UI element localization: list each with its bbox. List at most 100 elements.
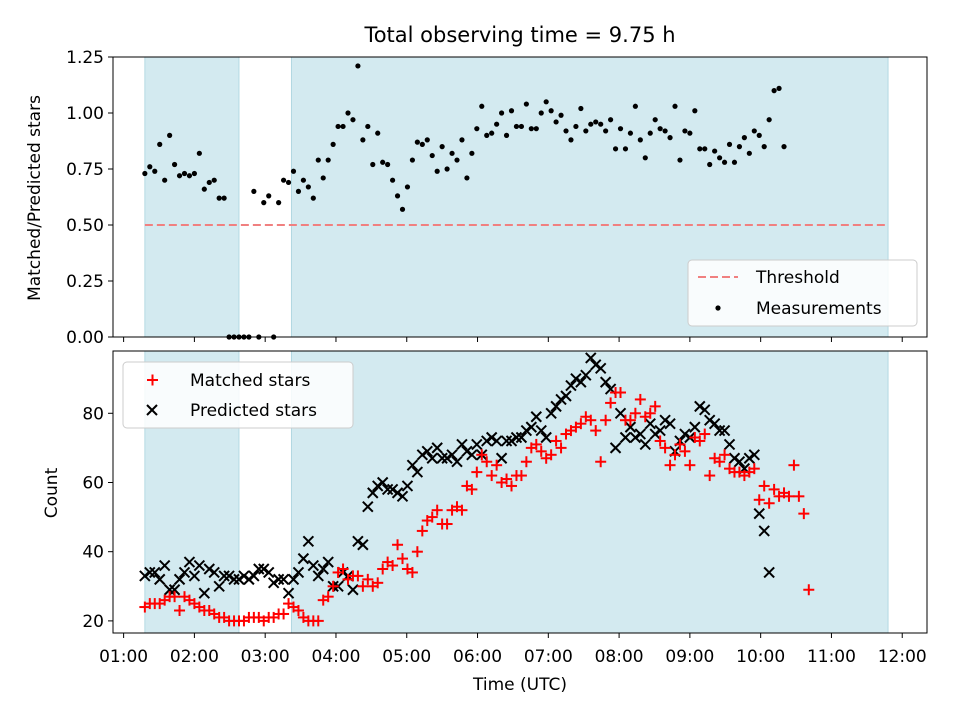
predicted-star-point — [163, 584, 176, 596]
matched-star-point — [327, 580, 339, 592]
ratio-y-tick-label: 1.00 — [66, 104, 104, 124]
measurement-point — [612, 146, 619, 152]
matched-star-point — [803, 584, 815, 596]
predicted-star-point — [188, 570, 201, 582]
measurement-point — [459, 137, 465, 143]
measurement-point — [404, 184, 411, 190]
measurement-point — [142, 170, 148, 177]
measurement-point — [632, 103, 638, 109]
matched-star-point — [337, 563, 349, 575]
predicted-star-point — [372, 480, 384, 492]
measurement-point — [603, 128, 609, 134]
time-x-tick-label: 05:00 — [382, 647, 431, 667]
matched-star-point — [357, 580, 369, 592]
predicted-star-point — [183, 556, 196, 568]
matched-star-point — [174, 605, 186, 617]
measurement-point — [167, 132, 173, 138]
matched-star-point — [501, 473, 513, 485]
matched-star-point — [278, 608, 290, 620]
measurement-point — [528, 126, 534, 132]
matched-star-point — [292, 605, 304, 617]
measurement-point — [608, 117, 614, 123]
legend-predicted-label: Predicted stars — [190, 401, 317, 421]
predicted-star-point — [629, 431, 642, 444]
matched-star-point — [431, 504, 443, 516]
predicted-star-point — [411, 466, 424, 478]
predicted-star-point — [436, 452, 448, 464]
measurement-point — [761, 144, 767, 150]
matched-star-point — [397, 553, 409, 565]
time-x-tick-label: 04:00 — [311, 647, 360, 667]
matched-star-point — [590, 425, 602, 437]
matched-star-point — [520, 456, 532, 468]
matched-star-point — [486, 470, 498, 482]
predicted-star-point — [272, 573, 285, 586]
predicted-star-point — [139, 570, 151, 582]
predicted-star-point — [570, 372, 582, 385]
predicted-star-point — [282, 587, 295, 599]
predicted-star-point — [481, 435, 493, 447]
measurement-point — [489, 130, 495, 136]
predicted-star-point — [555, 393, 567, 406]
measurement-point — [320, 175, 326, 181]
predicted-star-point — [317, 563, 329, 575]
matched-star-point — [426, 511, 438, 523]
matched-star-point — [605, 397, 617, 409]
matched-star-point — [466, 483, 478, 495]
ratio-y-tick-label: 0.75 — [66, 160, 104, 180]
time-x-tick-label: 03:00 — [241, 647, 290, 667]
predicted-stars-points — [139, 352, 775, 599]
measurement-point — [434, 168, 440, 174]
predicted-star-point — [466, 449, 478, 461]
predicted-star-point — [515, 431, 528, 444]
matched-star-point — [456, 504, 468, 516]
matched-star-point — [595, 456, 607, 468]
measurement-point — [523, 101, 529, 107]
count-y-axis-label: Count — [42, 467, 62, 518]
measurement-point — [444, 166, 450, 172]
predicted-star-point — [277, 573, 290, 586]
measurement-point — [191, 170, 197, 177]
predicted-star-point — [421, 445, 433, 458]
measurement-point — [414, 139, 420, 145]
measurement-point — [766, 117, 772, 123]
measurement-point — [419, 141, 425, 147]
measurement-point — [385, 161, 391, 168]
matched-star-point — [793, 490, 805, 502]
measurement-point — [503, 132, 510, 138]
predicted-star-point — [208, 566, 220, 579]
measurement-point — [598, 121, 604, 127]
measurement-point — [563, 128, 569, 134]
legend-measurement-swatch — [715, 305, 721, 311]
predicted-star-point — [431, 442, 443, 454]
legend-matched-label: Matched stars — [190, 371, 310, 391]
predicted-star-point — [302, 535, 315, 548]
measurement-point — [449, 150, 455, 156]
measurement-point — [290, 168, 297, 174]
matched-star-point — [714, 456, 726, 468]
predicted-star-point — [416, 449, 429, 461]
predicted-star-point — [624, 421, 637, 433]
predicted-star-point — [599, 376, 612, 388]
matched-star-point — [644, 407, 656, 419]
matched-star-point — [748, 463, 760, 475]
predicted-star-point — [540, 431, 552, 444]
measurement-point — [687, 130, 693, 136]
predicted-star-point — [386, 483, 399, 496]
count-y-tick-label: 60 — [82, 473, 104, 493]
predicted-star-point — [753, 507, 765, 520]
predicted-star-point — [713, 424, 726, 437]
matched-star-point — [679, 445, 691, 457]
measurement-point — [667, 135, 673, 141]
predicted-star-point — [699, 404, 711, 416]
predicted-star-point — [144, 566, 156, 579]
measurement-point — [266, 193, 272, 199]
measurement-point — [746, 150, 752, 156]
predicted-star-point — [743, 452, 756, 464]
predicted-star-point — [520, 424, 533, 437]
predicted-star-point — [679, 428, 691, 440]
predicted-star-point — [585, 352, 597, 364]
matched-star-point — [763, 497, 775, 509]
count-y-tick-label: 20 — [82, 612, 104, 632]
matched-star-point — [758, 480, 770, 492]
